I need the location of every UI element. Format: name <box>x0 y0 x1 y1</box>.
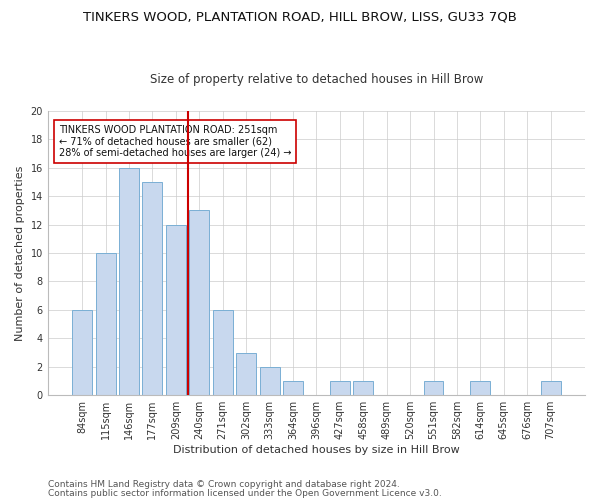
X-axis label: Distribution of detached houses by size in Hill Brow: Distribution of detached houses by size … <box>173 445 460 455</box>
Bar <box>353 381 373 395</box>
Bar <box>166 224 186 395</box>
Bar <box>424 381 443 395</box>
Text: TINKERS WOOD, PLANTATION ROAD, HILL BROW, LISS, GU33 7QB: TINKERS WOOD, PLANTATION ROAD, HILL BROW… <box>83 10 517 23</box>
Bar <box>260 367 280 395</box>
Text: Contains public sector information licensed under the Open Government Licence v3: Contains public sector information licen… <box>48 489 442 498</box>
Bar <box>72 310 92 395</box>
Bar <box>470 381 490 395</box>
Text: TINKERS WOOD PLANTATION ROAD: 251sqm
← 71% of detached houses are smaller (62)
2: TINKERS WOOD PLANTATION ROAD: 251sqm ← 7… <box>59 125 291 158</box>
Bar <box>95 253 116 395</box>
Bar <box>541 381 560 395</box>
Text: Contains HM Land Registry data © Crown copyright and database right 2024.: Contains HM Land Registry data © Crown c… <box>48 480 400 489</box>
Title: Size of property relative to detached houses in Hill Brow: Size of property relative to detached ho… <box>150 73 483 86</box>
Bar <box>190 210 209 395</box>
Bar <box>236 352 256 395</box>
Bar <box>283 381 303 395</box>
Bar <box>119 168 139 395</box>
Bar <box>330 381 350 395</box>
Bar <box>142 182 163 395</box>
Y-axis label: Number of detached properties: Number of detached properties <box>15 166 25 340</box>
Bar <box>213 310 233 395</box>
